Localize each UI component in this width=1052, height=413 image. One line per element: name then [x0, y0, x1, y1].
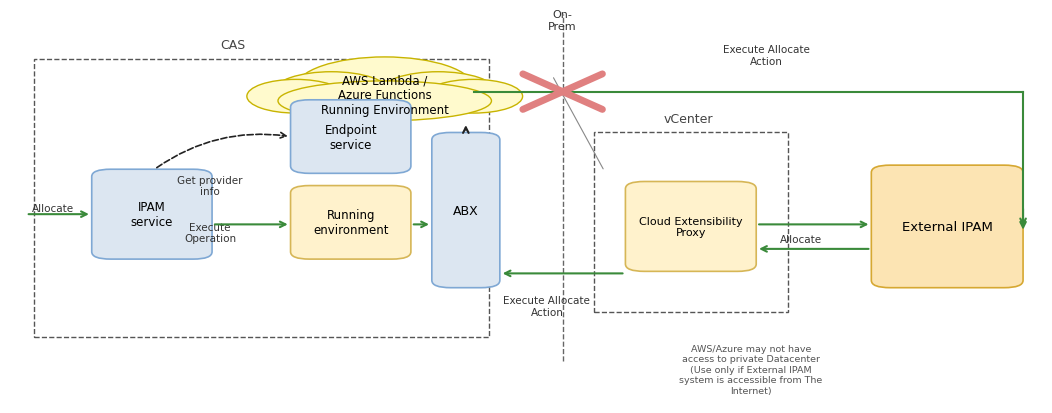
Text: CAS: CAS — [220, 39, 245, 52]
FancyBboxPatch shape — [290, 186, 411, 259]
Text: vCenter: vCenter — [664, 112, 713, 126]
Text: Running
environment: Running environment — [313, 209, 388, 237]
Text: AWS Lambda /
Azure Functions
Running Environment: AWS Lambda / Azure Functions Running Env… — [321, 74, 448, 117]
Text: Get provider
info: Get provider info — [177, 176, 243, 197]
Ellipse shape — [247, 80, 345, 114]
Ellipse shape — [274, 73, 389, 112]
Ellipse shape — [278, 82, 491, 121]
Ellipse shape — [380, 73, 495, 112]
FancyBboxPatch shape — [92, 170, 213, 259]
FancyBboxPatch shape — [431, 133, 500, 288]
Text: Cloud Extensibility
Proxy: Cloud Extensibility Proxy — [639, 216, 743, 237]
FancyBboxPatch shape — [625, 182, 756, 272]
FancyBboxPatch shape — [290, 100, 411, 174]
FancyBboxPatch shape — [871, 166, 1023, 288]
Text: Allocate: Allocate — [32, 204, 74, 214]
Text: AWS/Azure may not have
access to private Datacenter
(Use only if External IPAM
s: AWS/Azure may not have access to private… — [680, 344, 823, 395]
Text: On-
Prem: On- Prem — [548, 10, 576, 32]
Text: Endpoint
service: Endpoint service — [324, 123, 377, 151]
Text: IPAM
service: IPAM service — [130, 201, 174, 229]
Ellipse shape — [425, 80, 523, 114]
Ellipse shape — [296, 58, 473, 119]
Text: External IPAM: External IPAM — [902, 221, 993, 233]
Bar — [34, 60, 489, 337]
Text: Execute
Operation: Execute Operation — [184, 222, 236, 244]
Bar — [594, 133, 788, 313]
Text: ABX: ABX — [453, 204, 479, 217]
Text: Execute Allocate
Action: Execute Allocate Action — [504, 296, 590, 317]
Text: Execute Allocate
Action: Execute Allocate Action — [723, 45, 810, 66]
Text: Allocate: Allocate — [781, 234, 823, 244]
